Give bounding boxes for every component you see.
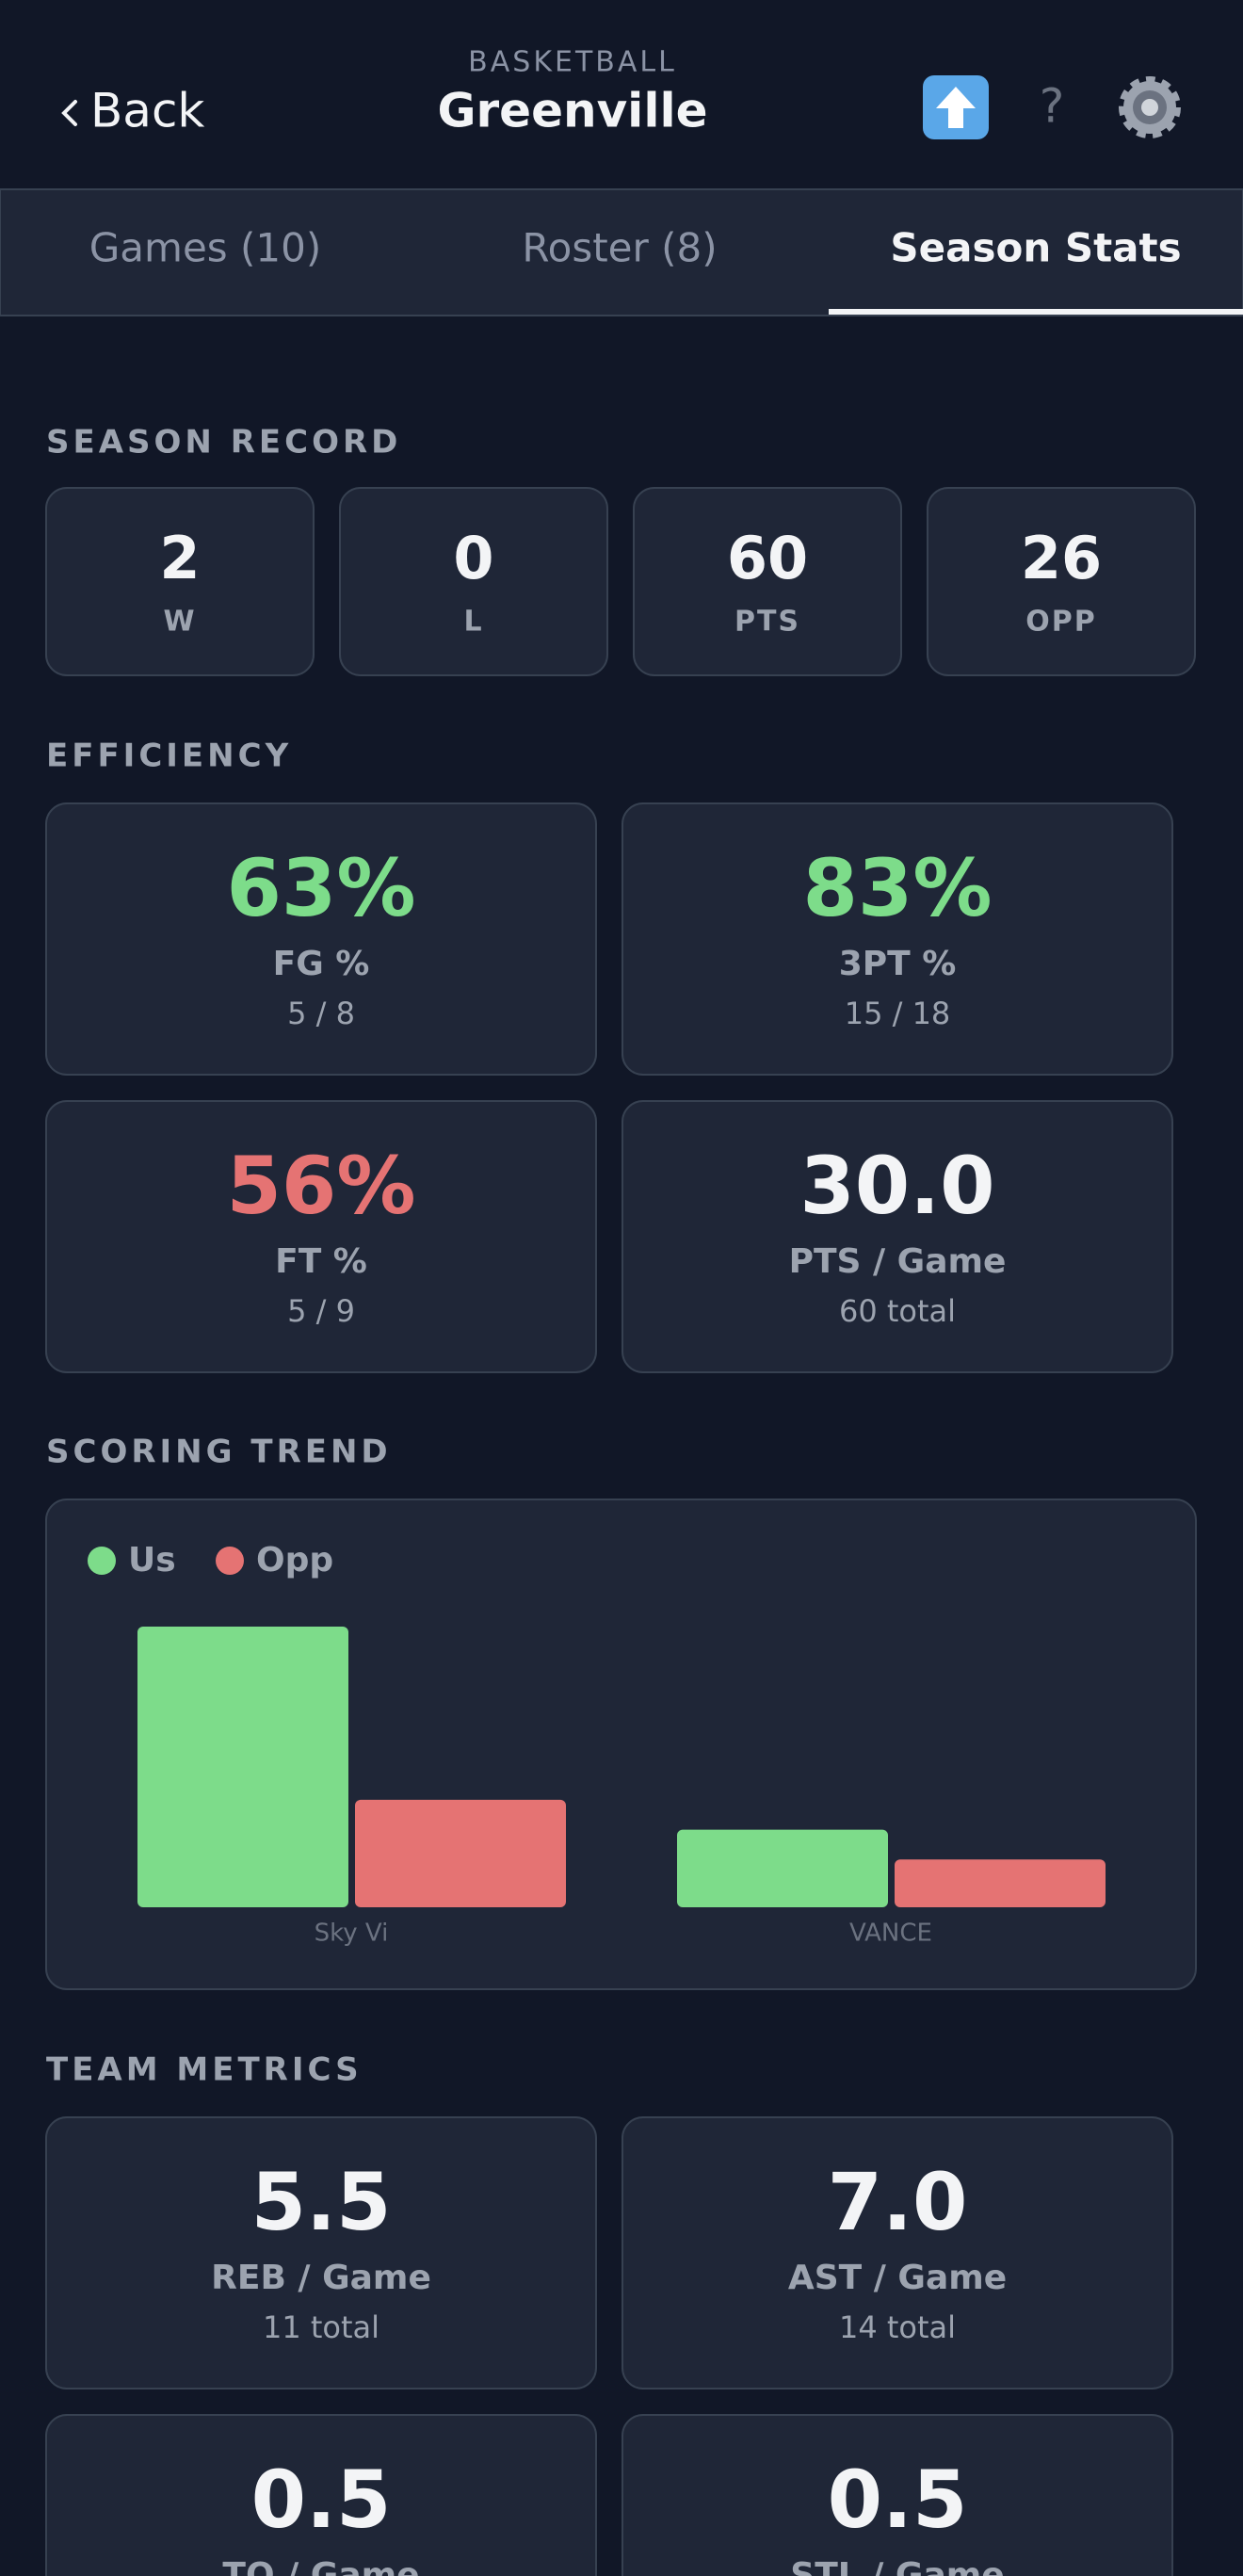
card xyxy=(622,802,1173,1076)
stat-label: FG % xyxy=(273,945,370,983)
section-title: EFFICIENCY xyxy=(46,737,292,775)
stat-label: TO / Game xyxy=(222,2556,419,2576)
tab-indicator xyxy=(829,309,1243,315)
stat-label: AST / Game xyxy=(788,2259,1007,2297)
subtitle: BASKETBALL xyxy=(468,46,677,79)
back-label[interactable]: Back xyxy=(90,84,204,138)
settings-button[interactable] xyxy=(1119,76,1181,138)
legend-label: Opp xyxy=(256,1541,333,1580)
section-title: SCORING TREND xyxy=(46,1434,392,1471)
record-label: PTS xyxy=(734,606,800,639)
legend-label: Us xyxy=(128,1541,176,1580)
card xyxy=(339,487,608,676)
section-title: TEAM METRICS xyxy=(46,2051,363,2089)
record-label: W xyxy=(163,606,196,639)
help-button[interactable]: ? xyxy=(1040,79,1065,134)
tab[interactable]: Roster (8) xyxy=(522,225,717,271)
card xyxy=(45,2116,597,2390)
bar xyxy=(355,1799,566,1907)
tab[interactable]: Games (10) xyxy=(89,225,321,271)
chevron-icon xyxy=(61,100,77,126)
x-tick-label: VANCE xyxy=(849,1920,932,1948)
stat-detail: 15 / 18 xyxy=(845,996,951,1031)
legend-swatch xyxy=(88,1547,116,1575)
card xyxy=(45,487,315,676)
x-tick-label: Sky Vi xyxy=(315,1920,389,1948)
stat-value: 7.0 xyxy=(828,2156,968,2248)
card xyxy=(622,1100,1173,1373)
bar xyxy=(895,1859,1106,1907)
card xyxy=(633,487,902,676)
stat-label: REB / Game xyxy=(211,2259,431,2297)
record-label: OPP xyxy=(1025,606,1096,639)
record-value: 0 xyxy=(453,524,493,592)
stat-value: 0.5 xyxy=(251,2454,392,2546)
stat-label: 3PT % xyxy=(839,945,957,983)
back-button[interactable]: Back xyxy=(61,84,204,138)
card xyxy=(927,487,1196,676)
record-value: 60 xyxy=(727,524,808,592)
card xyxy=(45,1100,597,1373)
legend-swatch xyxy=(216,1547,244,1575)
card xyxy=(45,2414,597,2576)
record-label: L xyxy=(463,606,483,639)
tab[interactable]: Season Stats xyxy=(890,225,1181,271)
stat-label: FT % xyxy=(275,1242,367,1281)
upload-arrow xyxy=(936,87,976,128)
tab-bar xyxy=(0,188,1243,316)
bar xyxy=(677,1829,888,1907)
content: Games (10) Roster (8) Season Stats SEASON R… xyxy=(45,225,1243,2576)
stat-value: 83% xyxy=(802,842,992,934)
card xyxy=(622,2414,1173,2576)
stat-value: 63% xyxy=(226,842,415,934)
upload-button[interactable] xyxy=(923,75,989,139)
stat-detail: 14 total xyxy=(839,2309,956,2345)
stat-detail: 60 total xyxy=(839,1293,956,1329)
stat-label: STL / Game xyxy=(790,2556,1004,2576)
gear-hub xyxy=(1141,99,1158,116)
card xyxy=(622,2116,1173,2390)
stat-detail: 11 total xyxy=(263,2309,379,2345)
stat-value: 30.0 xyxy=(799,1140,994,1232)
bar xyxy=(137,1627,348,1907)
card xyxy=(45,802,597,1076)
stat-value: 5.5 xyxy=(251,2156,392,2248)
stat-value: 56% xyxy=(226,1140,415,1232)
record-value: 2 xyxy=(159,524,200,592)
record-value: 26 xyxy=(1021,524,1102,592)
title: Greenville xyxy=(437,84,707,138)
stat-label: PTS / Game xyxy=(789,1242,1007,1281)
section-title: SEASON RECORD xyxy=(46,424,401,462)
stat-value: 0.5 xyxy=(828,2454,968,2546)
stat-detail: 5 / 9 xyxy=(287,1293,355,1329)
stat-detail: 5 / 8 xyxy=(287,996,355,1031)
